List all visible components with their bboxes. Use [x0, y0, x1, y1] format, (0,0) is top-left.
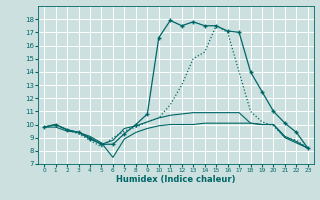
X-axis label: Humidex (Indice chaleur): Humidex (Indice chaleur) [116, 175, 236, 184]
